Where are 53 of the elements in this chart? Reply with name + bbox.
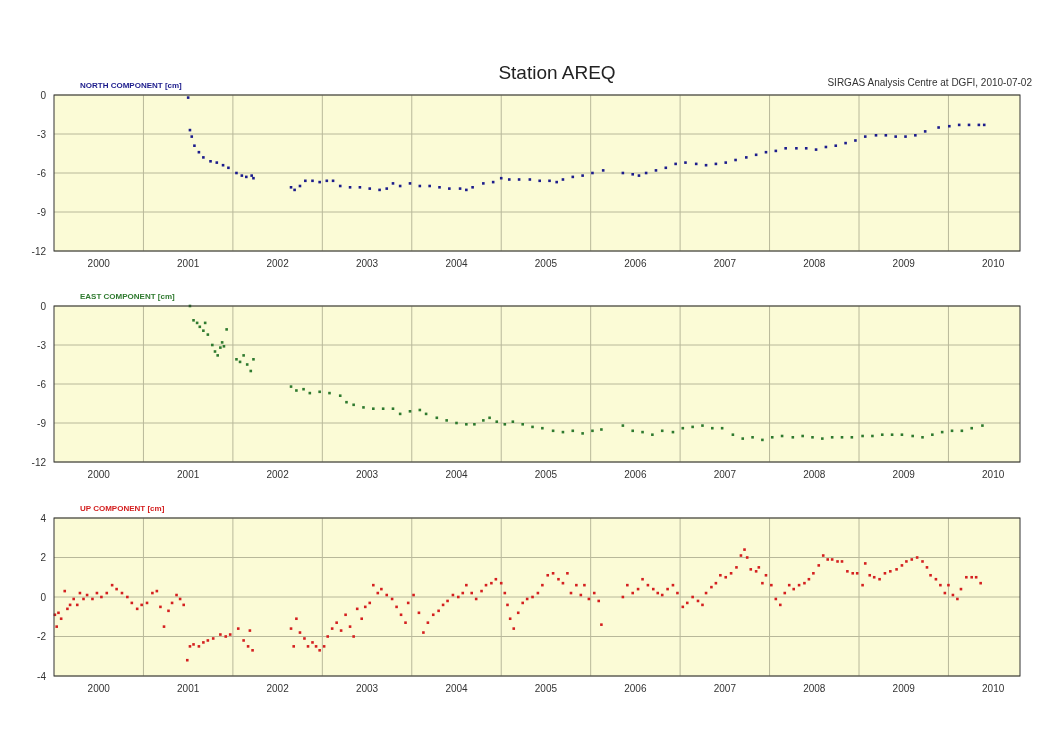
x-tick-label: 2003	[355, 258, 379, 269]
y-tick-label: -3	[37, 339, 47, 351]
x-tick-label: 2000	[87, 469, 111, 480]
x-tick-label: 2006	[624, 258, 647, 269]
x-tick-label: 2000	[87, 683, 111, 694]
text: SIRGAS Analysis Centre at DGFI, 2010-07-02	[827, 77, 1033, 88]
x-tick-label: 2005	[534, 469, 558, 480]
y-tick-label: -9	[37, 417, 47, 429]
y-tick-label: -3	[37, 128, 47, 140]
x-tick-label: 2004	[445, 258, 469, 269]
y-tick-label: 4	[40, 512, 47, 524]
y-tick-label: 2	[40, 552, 47, 563]
y-axis-title: UP COMPONENT [cm]	[80, 504, 165, 513]
x-tick-label: 2002	[266, 683, 290, 694]
y-tick-label: -12	[31, 456, 47, 468]
y-tick-label: 0	[40, 591, 47, 603]
x-tick-label: 2010	[982, 683, 1005, 694]
x-tick-label: 2005	[534, 683, 558, 694]
x-tick-label: 2006	[624, 683, 647, 694]
x-tick-label: 2009	[892, 258, 916, 269]
x-tick-label: 2008	[803, 683, 826, 694]
x-tick-label: 2002	[266, 258, 290, 269]
chart-title: Station AREQ	[498, 62, 616, 83]
x-tick-label: 2002	[266, 469, 290, 480]
y-axis-title: EAST COMPONENT [cm]	[80, 292, 176, 301]
x-tick-label: 2010	[982, 258, 1005, 269]
x-tick-label: 2010	[982, 469, 1005, 480]
y-tick-label: 0	[40, 89, 47, 101]
x-tick-label: 2004	[445, 469, 469, 480]
x-tick-label: 2000	[87, 258, 111, 269]
y-tick-label: -9	[37, 206, 47, 218]
x-tick-label: 2008	[803, 469, 826, 480]
x-tick-label: 2003	[355, 469, 379, 480]
x-tick-label: 2009	[892, 469, 916, 480]
y-tick-label: -6	[37, 378, 47, 390]
x-tick-label: 2001	[177, 258, 200, 269]
y-tick-label: 0	[40, 300, 47, 312]
x-tick-label: 2008	[803, 258, 826, 269]
y-tick-label: -6	[37, 167, 47, 179]
x-tick-label: 2005	[534, 258, 558, 269]
x-tick-label: 2007	[713, 683, 737, 694]
y-tick-label: -12	[31, 245, 47, 257]
y-tick-label: -2	[37, 631, 47, 642]
x-tick-label: 2003	[355, 683, 379, 694]
y-axis-title: NORTH COMPONENT [cm]	[80, 81, 183, 90]
x-tick-label: 2001	[177, 683, 200, 694]
x-tick-label: 2001	[177, 469, 200, 480]
x-tick-label: 2007	[713, 258, 737, 269]
x-tick-label: 2007	[713, 469, 737, 480]
y-tick-label: -4	[37, 670, 47, 682]
x-tick-label: 2009	[892, 683, 916, 694]
x-tick-label: 2006	[624, 469, 647, 480]
x-tick-label: 2004	[445, 683, 469, 694]
